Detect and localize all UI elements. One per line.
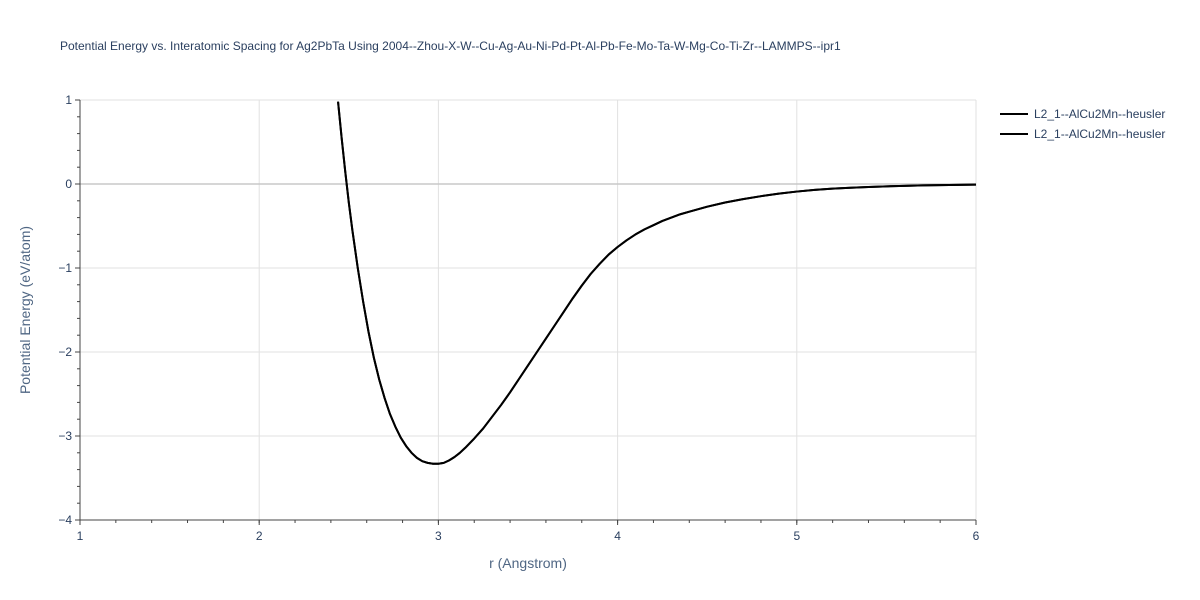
x-tick-label: 1 [77,529,84,543]
axis-ticks: 1 2 3 4 5 6 −4 −3 −2 −1 0 1 [58,93,979,543]
x-axis-title: r (Angstrom) [489,555,567,571]
legend-label: L2_1--AlCu2Mn--heusler [1034,127,1165,141]
x-tick-label: 6 [973,529,980,543]
y-tick-label: 1 [65,93,72,107]
y-tick-label: −2 [58,345,72,359]
chart-title: Potential Energy vs. Interatomic Spacing… [60,39,841,53]
legend-item-1[interactable]: L2_1--AlCu2Mn--heusler [1000,107,1165,121]
legend-item-2[interactable]: L2_1--AlCu2Mn--heusler [1000,127,1165,141]
x-tick-label: 2 [256,529,263,543]
x-tick-label: 4 [614,529,621,543]
y-tick-label: −4 [58,513,72,527]
series-line-2 [337,101,976,465]
x-tick-label: 5 [793,529,800,543]
y-tick-label: −3 [58,429,72,443]
legend-label: L2_1--AlCu2Mn--heusler [1034,107,1165,121]
y-tick-label: −1 [58,261,72,275]
y-axis-title: Potential Energy (eV/atom) [17,226,33,394]
legend[interactable]: L2_1--AlCu2Mn--heusler L2_1--AlCu2Mn--heu… [1000,107,1165,141]
y-tick-label: 0 [65,177,72,191]
grid [80,99,977,520]
plot-area [337,101,976,465]
x-tick-label: 3 [435,529,442,543]
series-line-1 [337,101,976,465]
